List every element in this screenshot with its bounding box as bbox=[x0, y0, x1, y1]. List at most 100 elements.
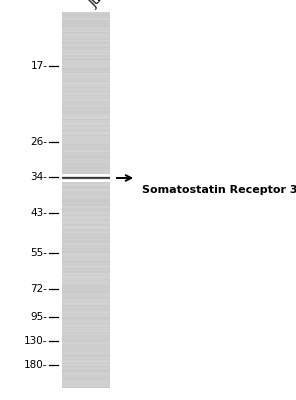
Bar bbox=[62, 374, 110, 376]
Bar bbox=[62, 72, 110, 74]
Bar bbox=[62, 348, 110, 349]
Bar bbox=[62, 44, 110, 46]
Bar bbox=[62, 170, 110, 171]
Bar bbox=[62, 335, 110, 337]
Bar bbox=[62, 182, 110, 184]
Bar bbox=[62, 213, 110, 215]
Bar bbox=[62, 286, 110, 288]
Bar bbox=[62, 234, 110, 235]
Bar bbox=[62, 352, 110, 354]
Bar bbox=[62, 67, 110, 68]
Bar bbox=[62, 200, 110, 201]
Bar bbox=[62, 197, 110, 199]
Bar bbox=[62, 369, 110, 370]
Bar bbox=[62, 330, 110, 332]
Bar bbox=[62, 22, 110, 23]
Bar bbox=[62, 274, 110, 275]
Bar bbox=[62, 76, 110, 77]
Bar bbox=[62, 280, 110, 282]
Bar bbox=[62, 254, 110, 255]
Bar bbox=[62, 260, 110, 262]
Bar bbox=[62, 82, 110, 84]
Text: Jurkat: Jurkat bbox=[87, 0, 122, 10]
Bar bbox=[62, 331, 110, 333]
Bar bbox=[62, 252, 110, 254]
Bar bbox=[62, 339, 110, 340]
Bar bbox=[62, 163, 110, 165]
Bar bbox=[62, 190, 110, 191]
Bar bbox=[62, 36, 110, 37]
Bar bbox=[62, 379, 110, 380]
Bar bbox=[62, 106, 110, 107]
Bar bbox=[62, 341, 110, 343]
Bar bbox=[62, 194, 110, 196]
Bar bbox=[62, 89, 110, 91]
Bar bbox=[62, 141, 110, 142]
Bar bbox=[62, 57, 110, 58]
Bar bbox=[62, 325, 110, 326]
Bar bbox=[62, 380, 110, 382]
Bar bbox=[62, 314, 110, 315]
Bar bbox=[62, 299, 110, 300]
Bar bbox=[62, 300, 110, 302]
Bar bbox=[62, 74, 110, 76]
Bar bbox=[62, 148, 110, 150]
Bar bbox=[62, 100, 110, 102]
Bar bbox=[62, 342, 110, 344]
Bar bbox=[62, 79, 110, 81]
Bar bbox=[62, 66, 110, 67]
Bar bbox=[62, 271, 110, 273]
Bar bbox=[62, 241, 110, 243]
Bar bbox=[62, 302, 110, 304]
Bar bbox=[62, 183, 110, 185]
Bar bbox=[62, 238, 110, 240]
Bar bbox=[62, 312, 110, 314]
Bar bbox=[62, 78, 110, 80]
Text: 55-: 55- bbox=[30, 248, 47, 258]
Bar bbox=[62, 218, 110, 220]
Text: 180-: 180- bbox=[24, 360, 47, 370]
Bar bbox=[62, 360, 110, 362]
Bar bbox=[62, 228, 110, 230]
Bar bbox=[62, 255, 110, 256]
Bar bbox=[62, 92, 110, 94]
Bar bbox=[62, 297, 110, 299]
Bar bbox=[62, 133, 110, 135]
Bar bbox=[62, 138, 110, 140]
Bar bbox=[62, 177, 110, 179]
Bar bbox=[62, 192, 110, 194]
Bar bbox=[62, 285, 110, 286]
Bar bbox=[62, 270, 110, 272]
Bar bbox=[62, 178, 110, 180]
Bar bbox=[62, 258, 110, 260]
Bar bbox=[62, 40, 110, 42]
Bar bbox=[62, 346, 110, 348]
Bar bbox=[62, 116, 110, 117]
Bar bbox=[62, 114, 110, 116]
Bar bbox=[62, 296, 110, 298]
Bar bbox=[62, 386, 110, 388]
Bar bbox=[62, 268, 110, 270]
Bar bbox=[62, 184, 110, 186]
Bar bbox=[62, 230, 110, 231]
Bar bbox=[62, 384, 110, 386]
Bar bbox=[62, 205, 110, 206]
Bar bbox=[62, 58, 110, 60]
Bar bbox=[62, 62, 110, 63]
Bar bbox=[62, 372, 110, 374]
Bar bbox=[62, 171, 110, 172]
Bar bbox=[62, 37, 110, 38]
Bar bbox=[62, 295, 110, 296]
Bar bbox=[62, 251, 110, 253]
Bar bbox=[62, 382, 110, 384]
Bar bbox=[62, 108, 110, 110]
Bar bbox=[62, 336, 110, 338]
Bar bbox=[62, 304, 110, 305]
Bar bbox=[62, 130, 110, 131]
Bar bbox=[62, 198, 110, 200]
Bar bbox=[62, 46, 110, 47]
Bar bbox=[62, 358, 110, 359]
Bar bbox=[62, 262, 110, 264]
Bar bbox=[62, 188, 110, 190]
Bar bbox=[62, 60, 110, 62]
